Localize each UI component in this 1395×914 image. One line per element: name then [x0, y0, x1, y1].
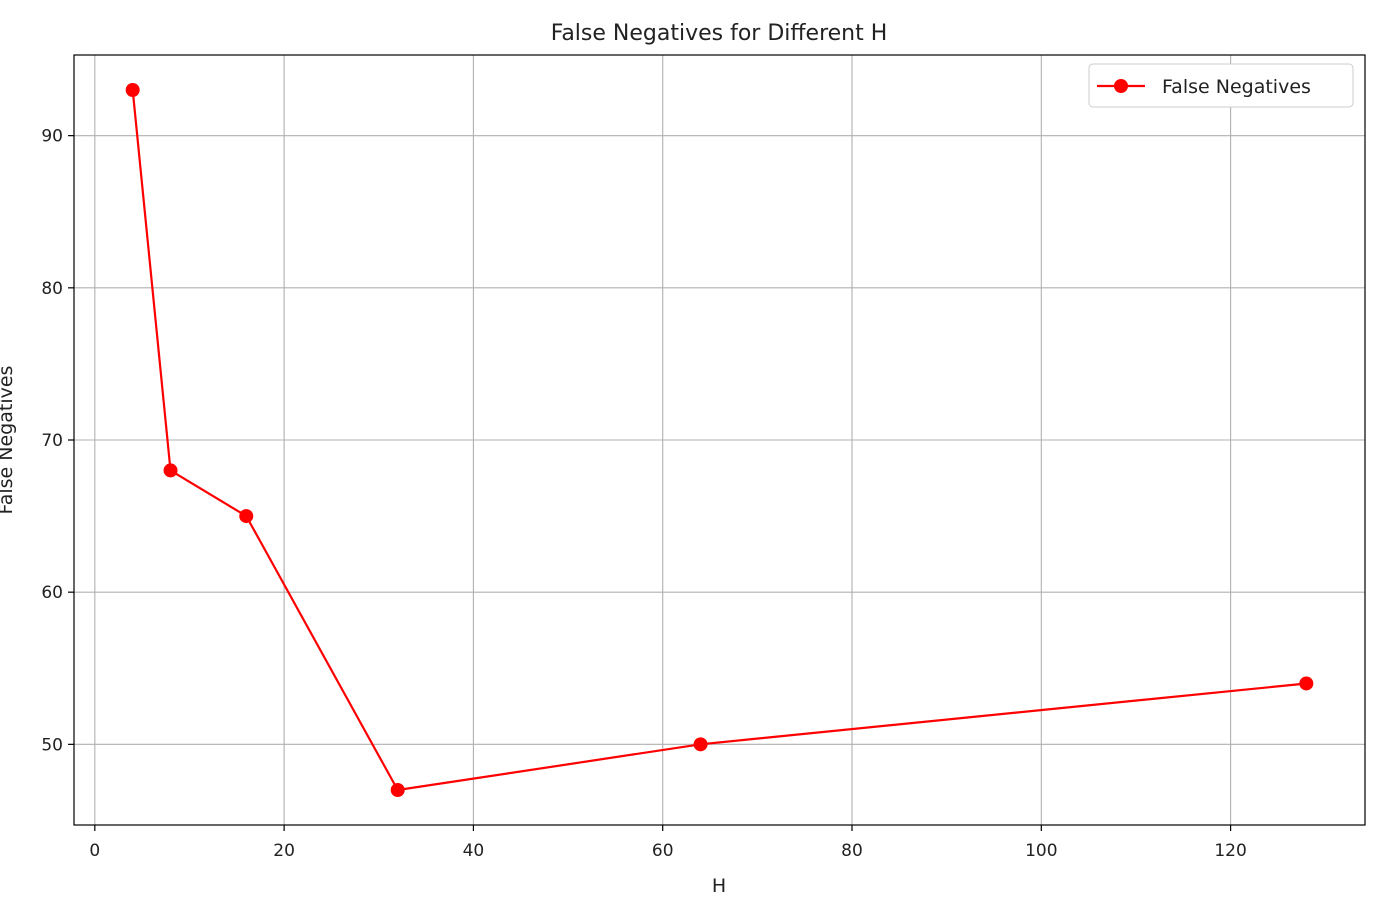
- y-tick-label-3: 80: [41, 279, 63, 299]
- y-tick-label-2: 70: [41, 431, 63, 451]
- data-point-0: [125, 83, 140, 97]
- data-point-2: [239, 509, 254, 524]
- data-point-3: [390, 783, 405, 797]
- x-tick-label-2: 40: [463, 841, 485, 861]
- series-line-0: [131, 89, 1307, 792]
- chart-title: False Negatives for Different H: [551, 21, 888, 46]
- x-axis: 0 20 40 60 80 100 120: [89, 825, 1247, 861]
- x-tick-label-0: 0: [89, 841, 100, 861]
- grid-lines: [74, 55, 1365, 825]
- legend: False Negatives: [1088, 63, 1354, 108]
- y-tick-label-1: 60: [41, 583, 63, 603]
- data-point-5: [1299, 676, 1314, 691]
- x-tick-label-3: 60: [652, 841, 674, 861]
- plot-frame: [73, 54, 1366, 826]
- y-axis: 50 60 70 80 90: [41, 127, 74, 755]
- legend-box: [1088, 63, 1354, 108]
- x-tick-label-5: 100: [1025, 841, 1057, 861]
- series-group: [125, 83, 1314, 797]
- data-point-1: [163, 463, 178, 478]
- x-axis-label: H: [712, 875, 726, 897]
- x-tick-label-1: 20: [273, 841, 295, 861]
- y-tick-label-4: 90: [41, 127, 63, 147]
- y-axis-label: False Negatives: [0, 366, 17, 515]
- legend-marker-sample: [1114, 79, 1128, 93]
- x-tick-label-4: 80: [841, 841, 863, 861]
- legend-entry-false-negatives: False Negatives: [1162, 76, 1311, 98]
- y-tick-label-0: 50: [41, 735, 63, 755]
- x-tick-label-6: 120: [1214, 841, 1246, 861]
- data-point-4: [693, 737, 708, 752]
